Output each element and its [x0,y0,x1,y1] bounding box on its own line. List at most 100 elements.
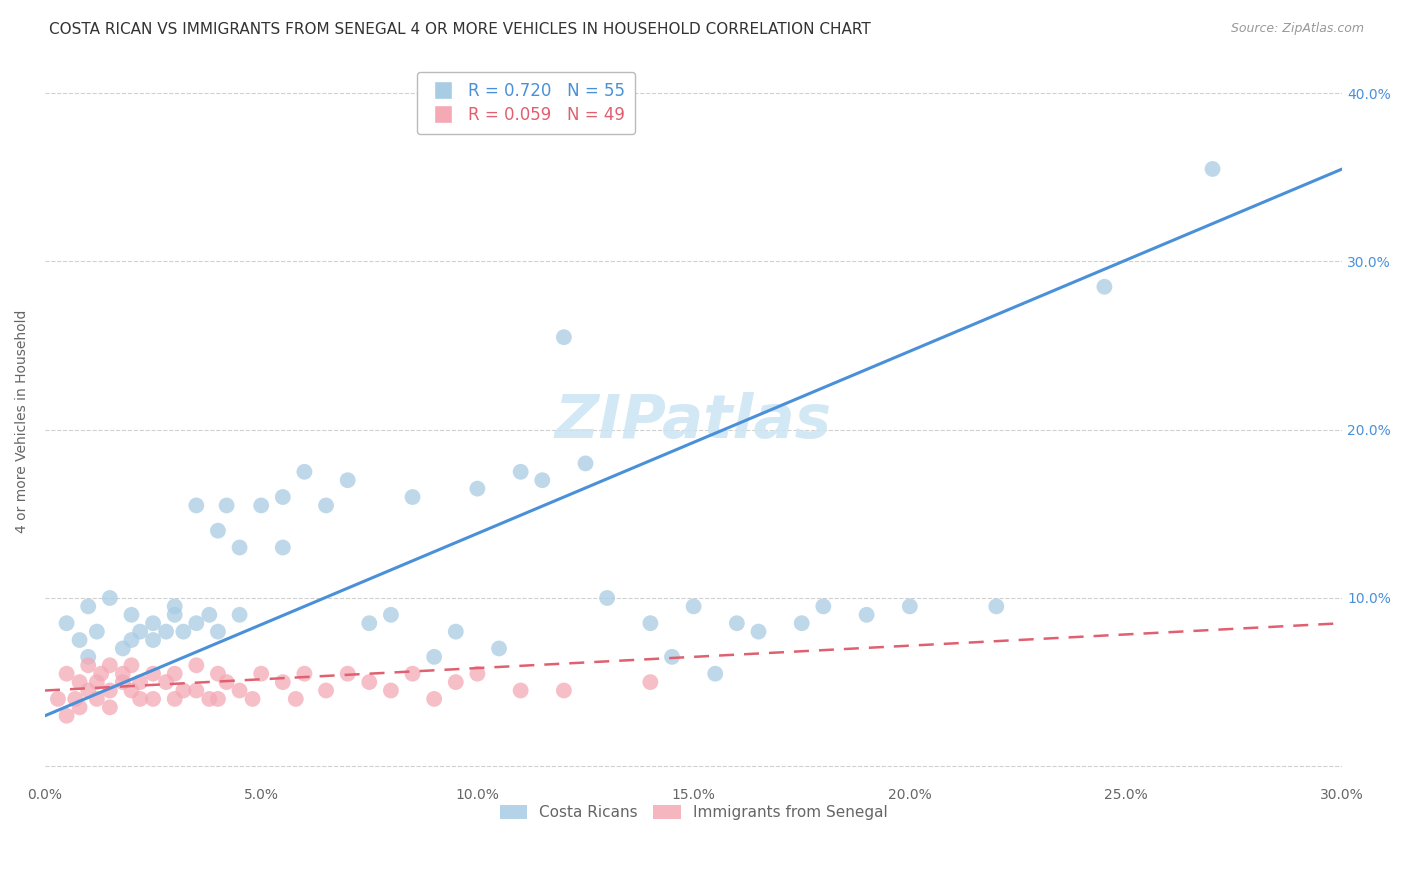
Point [250,499,273,513]
Point [111,666,134,681]
Point [142,616,165,631]
Point [401,666,423,681]
Point [1201,161,1223,176]
Point [228,607,250,622]
Point [77,599,100,614]
Point [271,541,294,555]
Point [682,599,704,614]
Point [423,692,446,706]
Point [813,599,835,614]
Point [207,666,229,681]
Point [207,524,229,538]
Point [747,624,769,639]
Point [596,591,619,605]
Point [186,499,208,513]
Point [65,692,87,706]
Point [46,692,69,706]
Legend: Costa Ricans, Immigrants from Senegal: Costa Ricans, Immigrants from Senegal [494,798,894,826]
Point [98,591,121,605]
Point [163,692,186,706]
Point [336,666,359,681]
Point [553,330,575,344]
Point [55,666,77,681]
Point [172,624,194,639]
Point [228,683,250,698]
Y-axis label: 4 or more Vehicles in Household: 4 or more Vehicles in Household [15,310,30,533]
Point [294,465,316,479]
Point [380,607,402,622]
Point [98,700,121,714]
Point [90,666,112,681]
Point [198,692,221,706]
Point [207,624,229,639]
Point [271,675,294,690]
Point [725,616,748,631]
Point [207,692,229,706]
Point [155,675,177,690]
Point [172,683,194,698]
Point [163,607,186,622]
Point [215,675,238,690]
Point [86,675,108,690]
Point [553,683,575,698]
Point [336,473,359,487]
Point [574,456,596,470]
Point [898,599,921,614]
Point [69,700,91,714]
Point [315,683,337,698]
Point [294,666,316,681]
Point [120,607,142,622]
Point [86,692,108,706]
Point [55,708,77,723]
Point [271,490,294,504]
Point [531,473,554,487]
Point [55,616,77,631]
Point [86,624,108,639]
Point [359,616,381,631]
Point [401,490,423,504]
Point [509,683,531,698]
Point [250,666,273,681]
Point [380,683,402,698]
Point [509,465,531,479]
Point [215,499,238,513]
Point [242,692,264,706]
Point [488,641,510,656]
Point [1094,279,1116,293]
Point [129,692,152,706]
Point [198,607,221,622]
Point [129,675,152,690]
Point [467,482,489,496]
Point [120,683,142,698]
Point [69,675,91,690]
Point [186,616,208,631]
Point [163,666,186,681]
Point [120,658,142,673]
Point [790,616,813,631]
Point [98,683,121,698]
Point [142,633,165,648]
Point [111,675,134,690]
Point [467,666,489,681]
Point [855,607,877,622]
Point [155,624,177,639]
Point [142,692,165,706]
Point [77,658,100,673]
Point [98,658,121,673]
Point [69,633,91,648]
Point [186,658,208,673]
Point [661,649,683,664]
Point [284,692,307,706]
Text: Source: ZipAtlas.com: Source: ZipAtlas.com [1230,22,1364,36]
Point [129,624,152,639]
Point [142,666,165,681]
Point [77,649,100,664]
Point [186,683,208,698]
Point [359,675,381,690]
Point [163,599,186,614]
Point [444,675,467,690]
Point [986,599,1008,614]
Point [315,499,337,513]
Point [640,616,662,631]
Text: COSTA RICAN VS IMMIGRANTS FROM SENEGAL 4 OR MORE VEHICLES IN HOUSEHOLD CORRELATI: COSTA RICAN VS IMMIGRANTS FROM SENEGAL 4… [49,22,870,37]
